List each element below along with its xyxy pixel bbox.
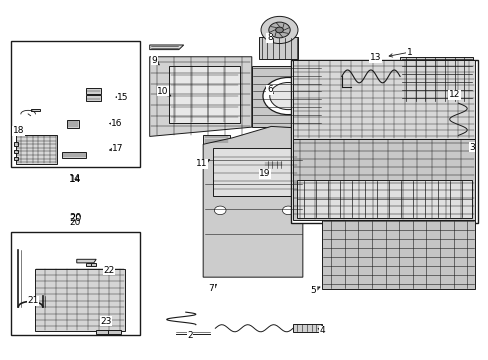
Polygon shape <box>203 135 229 144</box>
Circle shape <box>275 27 283 33</box>
Polygon shape <box>108 330 120 334</box>
Circle shape <box>214 206 225 215</box>
Polygon shape <box>322 220 474 289</box>
Bar <box>290 60 477 223</box>
Text: 23: 23 <box>100 316 111 325</box>
Text: 14: 14 <box>69 174 81 184</box>
Text: 2: 2 <box>187 331 192 340</box>
Circle shape <box>261 17 297 44</box>
Text: 22: 22 <box>103 266 115 275</box>
Text: 17: 17 <box>112 144 123 153</box>
Polygon shape <box>14 150 19 153</box>
Text: 20: 20 <box>69 218 81 227</box>
Text: 20: 20 <box>69 214 81 224</box>
Text: 14: 14 <box>69 175 81 184</box>
Bar <box>11 41 140 167</box>
Polygon shape <box>96 330 108 334</box>
Polygon shape <box>14 143 19 146</box>
Text: 21: 21 <box>27 296 39 305</box>
Text: 20: 20 <box>69 213 81 223</box>
Text: 14: 14 <box>69 174 81 184</box>
Polygon shape <box>14 157 19 160</box>
Text: 10: 10 <box>157 87 168 96</box>
Polygon shape <box>399 57 472 102</box>
Polygon shape <box>203 126 302 277</box>
Polygon shape <box>91 263 96 266</box>
Circle shape <box>268 22 289 38</box>
Polygon shape <box>77 259 96 263</box>
Polygon shape <box>292 60 474 139</box>
Text: 5: 5 <box>310 285 316 294</box>
Polygon shape <box>149 57 251 136</box>
Text: 18: 18 <box>13 126 24 135</box>
Polygon shape <box>169 66 239 123</box>
Text: 13: 13 <box>369 53 381 62</box>
Circle shape <box>263 77 313 114</box>
Text: 9: 9 <box>151 56 157 65</box>
Polygon shape <box>86 88 101 94</box>
Text: 11: 11 <box>196 159 207 168</box>
Text: 1: 1 <box>406 48 412 57</box>
Text: 19: 19 <box>259 169 270 178</box>
Bar <box>11 232 140 336</box>
Circle shape <box>282 206 293 215</box>
Polygon shape <box>149 45 183 50</box>
Text: 16: 16 <box>111 119 122 128</box>
Polygon shape <box>212 148 297 196</box>
Text: 8: 8 <box>266 33 272 42</box>
Polygon shape <box>67 120 79 128</box>
Polygon shape <box>292 324 322 332</box>
Circle shape <box>269 82 306 110</box>
Polygon shape <box>35 269 125 331</box>
Text: 3: 3 <box>468 143 474 152</box>
Polygon shape <box>292 139 474 220</box>
Text: 6: 6 <box>266 85 272 94</box>
Polygon shape <box>62 152 86 158</box>
Polygon shape <box>86 95 101 102</box>
Polygon shape <box>296 180 471 217</box>
Text: 7: 7 <box>208 284 214 293</box>
Polygon shape <box>264 160 282 168</box>
Polygon shape <box>259 37 297 59</box>
Polygon shape <box>30 109 40 111</box>
Polygon shape <box>251 66 322 127</box>
Text: 4: 4 <box>319 326 325 335</box>
Text: 12: 12 <box>448 90 459 99</box>
Polygon shape <box>86 263 91 266</box>
Polygon shape <box>16 135 57 164</box>
Text: 15: 15 <box>117 93 128 102</box>
